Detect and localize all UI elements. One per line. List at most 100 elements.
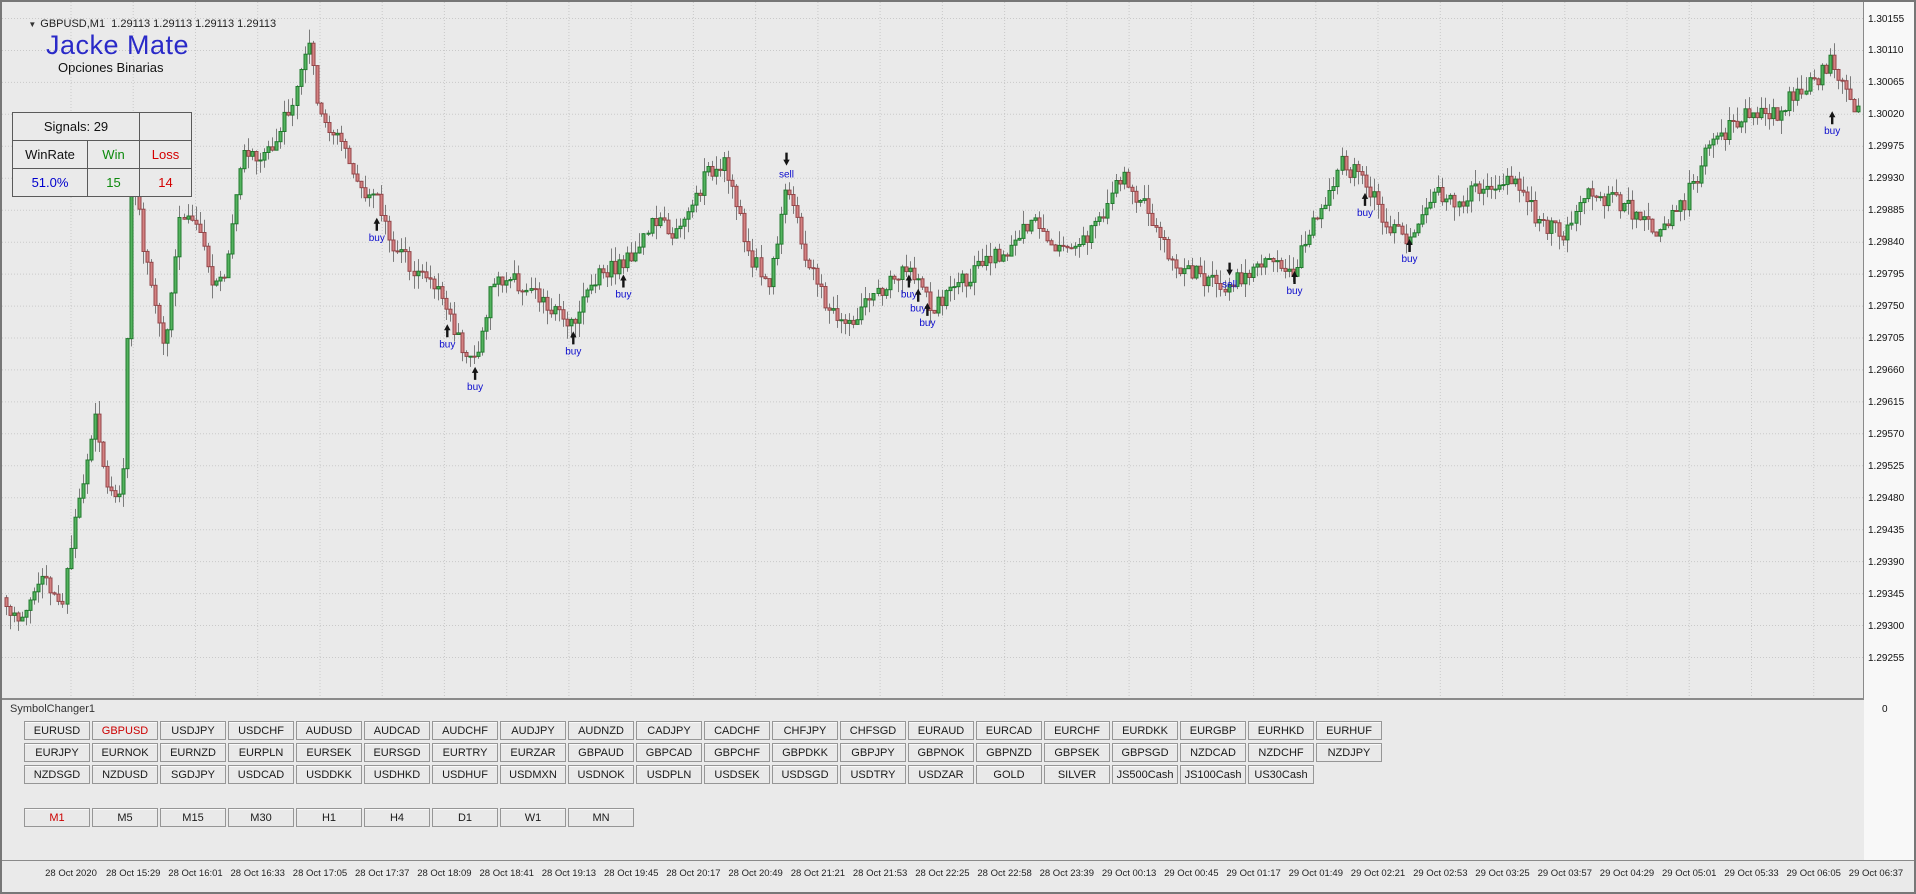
timeframe-button-h1[interactable]: H1 <box>296 808 362 827</box>
symbol-button-usdzar[interactable]: USDZAR <box>908 765 974 784</box>
time-axis-label: 28 Oct 22:58 <box>977 868 1032 879</box>
svg-text:buy: buy <box>919 318 935 329</box>
symbol-button-gbpcad[interactable]: GBPCAD <box>636 743 702 762</box>
symbol-button-audusd[interactable]: AUDUSD <box>296 721 362 740</box>
signals-panel-empty-cell <box>139 113 191 140</box>
symbol-button-sgdjpy[interactable]: SGDJPY <box>160 765 226 784</box>
svg-text:buy: buy <box>565 346 581 357</box>
symbol-button-usdchf[interactable]: USDCHF <box>228 721 294 740</box>
symbol-button-usdcad[interactable]: USDCAD <box>228 765 294 784</box>
price-axis-label: 1.29615 <box>1868 397 1905 408</box>
symbol-rows: EURUSD GBPUSD USDJPY USDCHF AUDUSD AUDCAD AUDC… <box>24 721 1382 787</box>
symbol-button-js500cash[interactable]: JS500Cash <box>1112 765 1178 784</box>
symbol-button-audcad[interactable]: AUDCAD <box>364 721 430 740</box>
symbol-button-eurgbp[interactable]: EURGBP <box>1180 721 1246 740</box>
symbol-button-gbpnok[interactable]: GBPNOK <box>908 743 974 762</box>
symbol-button-usdhkd[interactable]: USDHKD <box>364 765 430 784</box>
symbol-button-gbpnzd[interactable]: GBPNZD <box>976 743 1042 762</box>
symbol-button-eurchf[interactable]: EURCHF <box>1044 721 1110 740</box>
chart-pane[interactable]: buy buy buy buy buy sell buy buy buy sell buy buy bu… <box>2 2 1864 698</box>
symbol-changer-panel: SymbolChanger1 EURUSD GBPUSD USDJPY USDCHF A… <box>2 698 1864 862</box>
price-axis[interactable]: 0 1.30155 1.30110 1.30065 1.30020 1.29975 1.2… <box>1863 2 1914 860</box>
svg-text:buy: buy <box>467 382 483 393</box>
symbol-button-us30cash[interactable]: US30Cash <box>1248 765 1314 784</box>
symbol-button-silver[interactable]: SILVER <box>1044 765 1110 784</box>
symbol-button-eurnzd[interactable]: EURNZD <box>160 743 226 762</box>
symbol-button-chfsgd[interactable]: CHFSGD <box>840 721 906 740</box>
symbol-button-eurhuf[interactable]: EURHUF <box>1316 721 1382 740</box>
time-axis-label: 29 Oct 02:53 <box>1413 868 1468 879</box>
timeframe-button-m30[interactable]: M30 <box>228 808 294 827</box>
symbol-button-nzdjpy[interactable]: NZDJPY <box>1316 743 1382 762</box>
price-axis-label: 1.29750 <box>1868 301 1905 312</box>
chart-title-text: GBPUSD,M1 1.29113 1.29113 1.29113 1.2911… <box>40 18 277 30</box>
symbol-button-gbpsek[interactable]: GBPSEK <box>1044 743 1110 762</box>
symbol-button-chfjpy[interactable]: CHFJPY <box>772 721 838 740</box>
branding-title: Jacke Mate <box>46 30 190 60</box>
symbol-button-eurjpy[interactable]: EURJPY <box>24 743 90 762</box>
symbol-button-gbpsgd[interactable]: GBPSGD <box>1112 743 1178 762</box>
symbol-button-nzdcad[interactable]: NZDCAD <box>1180 743 1246 762</box>
symbol-button-eursgd[interactable]: EURSGD <box>364 743 430 762</box>
time-axis-label: 28 Oct 16:33 <box>230 868 285 879</box>
symbol-button-gold[interactable]: GOLD <box>976 765 1042 784</box>
price-axis-label: 1.29930 <box>1868 173 1905 184</box>
symbol-button-audchf[interactable]: AUDCHF <box>432 721 498 740</box>
symbol-button-usdsgd[interactable]: USDSGD <box>772 765 838 784</box>
time-axis[interactable]: 28 Oct 2020 28 Oct 15:29 28 Oct 16:01 28 Oc… <box>2 860 1914 892</box>
symbol-button-gbpchf[interactable]: GBPCHF <box>704 743 770 762</box>
time-axis-label: 28 Oct 21:21 <box>790 868 846 879</box>
win-header: Win <box>87 141 139 168</box>
symbol-button-audjpy[interactable]: AUDJPY <box>500 721 566 740</box>
one-click-trading-arrow[interactable]: ▼ <box>28 20 37 29</box>
svg-text:buy: buy <box>439 339 455 350</box>
timeframe-button-d1[interactable]: D1 <box>432 808 498 827</box>
time-axis-label: 28 Oct 2020 <box>45 868 97 879</box>
symbol-button-usddkk[interactable]: USDDKK <box>296 765 362 784</box>
symbol-button-gbpusd[interactable]: GBPUSD <box>92 721 158 740</box>
timeframe-button-m15[interactable]: M15 <box>160 808 226 827</box>
symbol-button-js100cash[interactable]: JS100Cash <box>1180 765 1246 784</box>
symbol-button-usdhuf[interactable]: USDHUF <box>432 765 498 784</box>
timeframe-button-h4[interactable]: H4 <box>364 808 430 827</box>
symbol-button-eurusd[interactable]: EURUSD <box>24 721 90 740</box>
symbol-button-eursek[interactable]: EURSEK <box>296 743 362 762</box>
symbol-button-gbpdkk[interactable]: GBPDKK <box>772 743 838 762</box>
svg-text:buy: buy <box>615 290 631 301</box>
chart-title: ▼ GBPUSD,M1 1.29113 1.29113 1.29113 1.291… <box>10 6 276 42</box>
symbol-button-eurpln[interactable]: EURPLN <box>228 743 294 762</box>
price-axis-label: 1.29345 <box>1868 589 1905 600</box>
symbol-button-nzdchf[interactable]: NZDCHF <box>1248 743 1314 762</box>
timeframe-button-w1[interactable]: W1 <box>500 808 566 827</box>
symbol-button-gbpaud[interactable]: GBPAUD <box>568 743 634 762</box>
symbol-button-usdmxn[interactable]: USDMXN <box>500 765 566 784</box>
symbol-button-eurzar[interactable]: EURZAR <box>500 743 566 762</box>
symbol-button-cadjpy[interactable]: CADJPY <box>636 721 702 740</box>
symbol-button-gbpjpy[interactable]: GBPJPY <box>840 743 906 762</box>
price-axis-label: 1.29705 <box>1868 333 1905 344</box>
timeframe-button-m5[interactable]: M5 <box>92 808 158 827</box>
time-axis-label: 28 Oct 18:09 <box>417 868 472 879</box>
symbol-button-eurcad[interactable]: EURCAD <box>976 721 1042 740</box>
timeframe-button-m1[interactable]: M1 <box>24 808 90 827</box>
symbol-button-eurtry[interactable]: EURTRY <box>432 743 498 762</box>
symbol-button-eurdkk[interactable]: EURDKK <box>1112 721 1178 740</box>
symbol-button-usdnok[interactable]: USDNOK <box>568 765 634 784</box>
win-value: 15 <box>87 169 139 196</box>
subwindow-scale-zero: 0 <box>1882 704 1888 715</box>
svg-text:sell: sell <box>1222 280 1237 291</box>
symbol-button-euraud[interactable]: EURAUD <box>908 721 974 740</box>
symbol-button-usdsek[interactable]: USDSEK <box>704 765 770 784</box>
symbol-button-cadchf[interactable]: CADCHF <box>704 721 770 740</box>
symbol-button-audnzd[interactable]: AUDNZD <box>568 721 634 740</box>
symbol-button-usdtry[interactable]: USDTRY <box>840 765 906 784</box>
symbol-button-usdjpy[interactable]: USDJPY <box>160 721 226 740</box>
time-axis-label: 29 Oct 05:33 <box>1724 868 1779 879</box>
symbol-button-eurhkd[interactable]: EURHKD <box>1248 721 1314 740</box>
symbol-button-eurnok[interactable]: EURNOK <box>92 743 158 762</box>
winrate-value: 51.0% <box>31 175 69 190</box>
symbol-button-usdpln[interactable]: USDPLN <box>636 765 702 784</box>
timeframe-button-mn[interactable]: MN <box>568 808 634 827</box>
symbol-button-nzdsgd[interactable]: NZDSGD <box>24 765 90 784</box>
symbol-button-nzdusd[interactable]: NZDUSD <box>92 765 158 784</box>
